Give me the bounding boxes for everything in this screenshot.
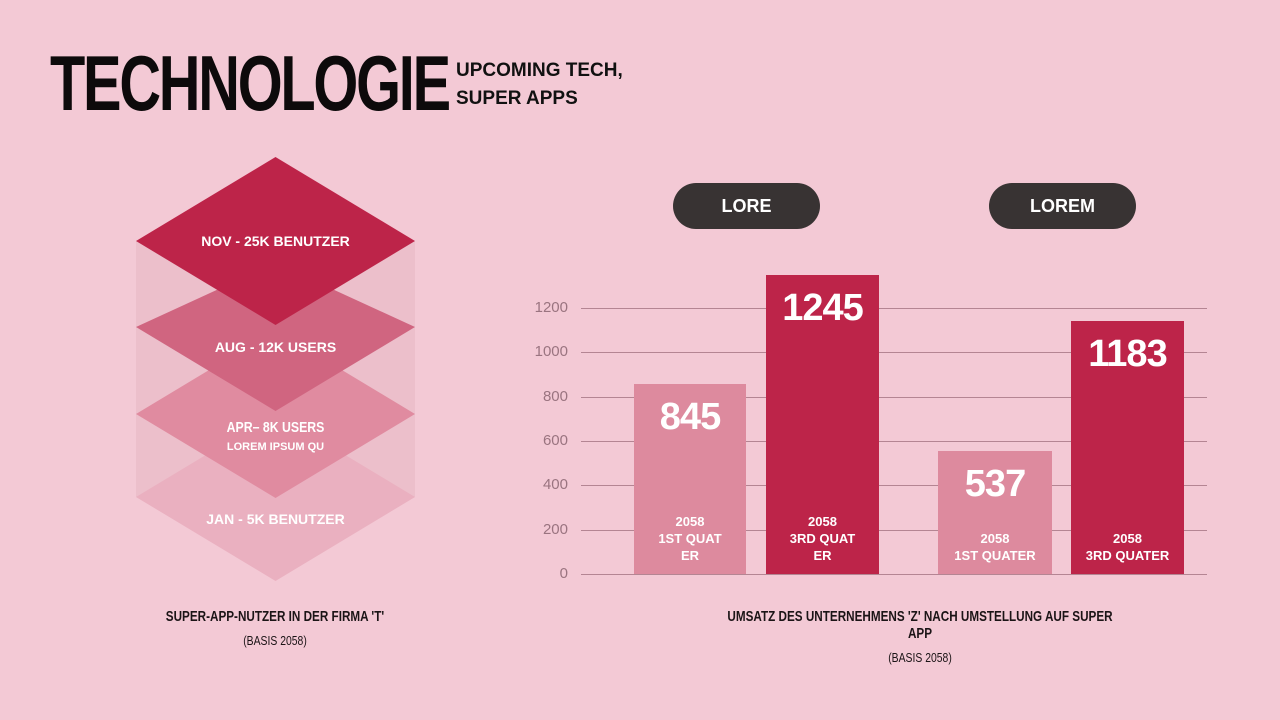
page-subtitle: UPCOMING TECH, SUPER APPS: [456, 60, 623, 109]
layer-nov: [136, 157, 415, 325]
gridline-0: [581, 574, 1207, 575]
y-tick: 400: [542, 476, 568, 493]
layer-apr: [136, 330, 415, 498]
gridline-200: [581, 530, 1207, 531]
y-tick: 0: [559, 565, 568, 582]
bar-category-label: 2058 3RD QUAT ER: [789, 514, 856, 563]
y-tick: 200: [542, 521, 568, 538]
revenue-bar-chart: 1200 1000 800 600 400 200 0 845 2058 1ST…: [520, 260, 1220, 590]
layer-label-aug: AUG - 12K USERS: [214, 339, 337, 355]
bar-value: 1245: [782, 287, 864, 329]
layer-sublabel-apr: LOREM IPSUM QU: [226, 441, 325, 453]
bar-category-label: 2058 1ST QUAT ER: [658, 514, 722, 563]
bar-lore-q3: 1245 2058 3RD QUAT ER: [766, 275, 879, 574]
layer-label-jan: JAN - 5K BENUTZER: [206, 511, 345, 527]
layer-label-apr: APR– 8K USERS: [226, 419, 325, 436]
right-caption-basis: (BASIS 2058): [888, 650, 952, 665]
layer-label-nov: NOV - 25K BENUTZER: [201, 233, 350, 249]
y-tick: 800: [542, 388, 568, 405]
bar-lorem-q3: 1183 2058 3RD QUATER: [1071, 321, 1184, 574]
gridline-400: [581, 485, 1207, 486]
gridline-800: [581, 397, 1207, 398]
user-growth-stack: NOV - 25K BENUTZER AUG - 12K USERS APR– …: [136, 157, 415, 581]
bar-lorem-q1: 537 2058 1ST QUATER: [938, 451, 1052, 574]
bar-value: 845: [659, 396, 721, 438]
layer-aug: [136, 263, 415, 411]
page-title: TECHNOLOGIE: [50, 39, 451, 127]
bar-category-label: 2058 1ST QUATER: [954, 531, 1036, 563]
bar-lore-q1: 845 2058 1ST QUAT ER: [634, 384, 746, 574]
stacked-diamonds-graphic: [136, 157, 415, 581]
y-tick: 600: [542, 432, 568, 449]
gridline-1200: [581, 308, 1207, 309]
gridline-600: [581, 441, 1207, 442]
left-caption: SUPER-APP-NUTZER IN DER FIRMA 'T' (BASIS…: [115, 608, 435, 648]
right-caption: UMSATZ DES UNTERNEHMENS 'Z' NACH UMSTELL…: [660, 608, 1180, 665]
bar-category-label: 2058 3RD QUATER: [1085, 531, 1170, 563]
right-caption-title: UMSATZ DES UNTERNEHMENS 'Z' NACH UMSTELL…: [727, 608, 1113, 642]
bar-value: 1183: [1088, 333, 1167, 375]
left-caption-basis: (BASIS 2058): [243, 633, 307, 648]
group-pill-lorem: LOREM: [989, 183, 1136, 229]
y-tick: 1200: [534, 299, 568, 316]
y-tick: 1000: [534, 343, 568, 360]
bar-value: 537: [964, 463, 1026, 505]
group-pill-lore: LORE: [673, 183, 820, 229]
gridline-1000: [581, 352, 1207, 353]
left-caption-title: SUPER-APP-NUTZER IN DER FIRMA 'T': [165, 608, 385, 625]
